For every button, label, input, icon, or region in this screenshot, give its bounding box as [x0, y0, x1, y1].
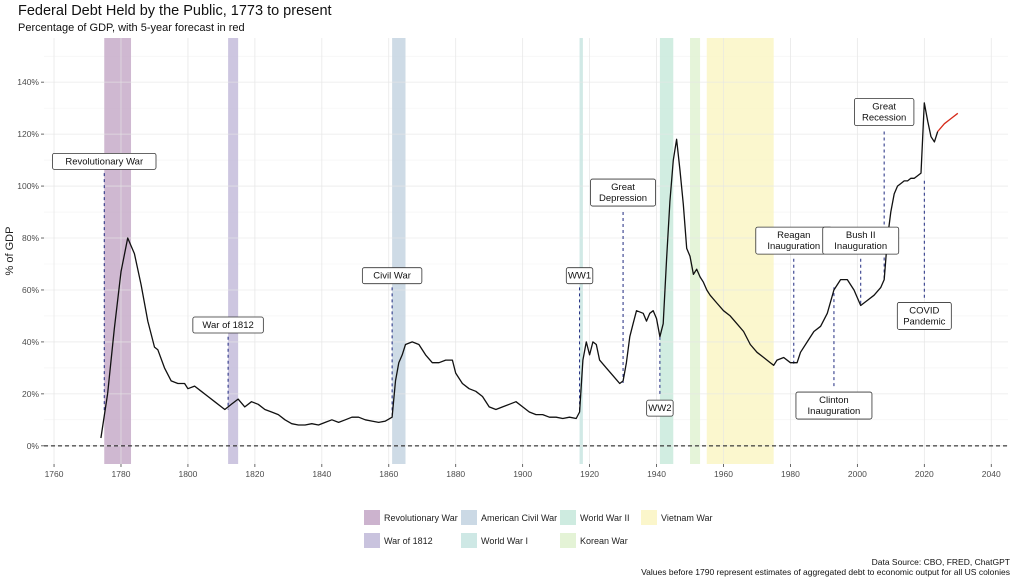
annotation-box — [795, 391, 873, 420]
x-tick-label: 1920 — [580, 469, 599, 479]
annotation-box — [896, 302, 952, 330]
annotation-label: Revolutionary War — [65, 156, 143, 167]
annotation-label: WW2 — [648, 403, 671, 414]
x-tick-label: 1900 — [513, 469, 532, 479]
x-tick-label: 1760 — [45, 469, 64, 479]
annotation-label: Depression — [599, 193, 647, 204]
legend-label: American Civil War — [481, 513, 557, 523]
y-tick-label: 40% — [22, 337, 39, 347]
annotation-label: Civil War — [373, 271, 411, 282]
annotation-label: Clinton — [819, 395, 849, 406]
band-war-of-1812 — [228, 38, 239, 464]
annotation-label: Inauguration — [808, 406, 861, 417]
legend-label: Korean War — [580, 536, 628, 546]
annotation-box — [822, 226, 900, 255]
x-tick-label: 1940 — [647, 469, 666, 479]
y-tick-label: 80% — [22, 233, 39, 243]
legend-label: World War I — [481, 536, 528, 546]
shaded-periods — [104, 38, 774, 464]
annotation-lines — [103, 131, 925, 415]
legend-swatch — [364, 533, 380, 548]
chart-title: Federal Debt Held by the Public, 1773 to… — [18, 3, 332, 19]
annotation-box — [854, 98, 915, 126]
legend-label: World War II — [580, 513, 630, 523]
chart-subtitle: Percentage of GDP, with 5-year forecast … — [18, 22, 245, 34]
annotation-box — [565, 267, 594, 285]
y-tick-label: 120% — [17, 129, 39, 139]
legend-label: Vietnam War — [661, 513, 713, 523]
x-tick-label: 1800 — [178, 469, 197, 479]
legend-swatch — [560, 510, 576, 525]
annotation-box — [52, 152, 157, 170]
annotation-label: War of 1812 — [202, 320, 253, 331]
x-tick-label: 1980 — [781, 469, 800, 479]
annotation-box — [590, 178, 656, 207]
x-tick-label: 1840 — [312, 469, 331, 479]
legend: Revolutionary War War of 1812 American Civ… — [364, 510, 713, 548]
series-line-historical — [100, 102, 939, 439]
legend-swatch — [560, 533, 576, 548]
annotation-label: Inauguration — [834, 241, 887, 252]
source-line-2: Values before 1790 represent estimates o… — [641, 567, 1010, 577]
y-tick-label: 100% — [17, 181, 39, 191]
x-tick-label: 1820 — [245, 469, 264, 479]
axes: 1760 1780 1800 1820 1840 1860 1880 1900 1920 1940… — [17, 77, 1001, 479]
annotation-box — [192, 316, 264, 334]
x-tick-label: 1880 — [446, 469, 465, 479]
band-american-civil-war — [392, 38, 406, 464]
y-tick-label: 140% — [17, 77, 39, 87]
x-tick-label: 2020 — [915, 469, 934, 479]
band-world-war-i — [579, 38, 583, 464]
band-revolutionary-war — [104, 38, 132, 464]
legend-swatch — [641, 510, 657, 525]
legend-swatch — [461, 510, 477, 525]
annotation-label: Pandemic — [903, 316, 945, 327]
annotation-label: Reagan — [777, 230, 810, 241]
y-tick-label: 20% — [22, 389, 39, 399]
legend-swatch — [461, 533, 477, 548]
annotation-label: COVID — [909, 305, 939, 316]
annotation-label: Great — [611, 182, 635, 193]
legend-swatch — [364, 510, 380, 525]
annotation-label: Inauguration — [767, 241, 820, 252]
annotation-labels: Revolutionary War War of 1812 Civil War WW1… — [52, 98, 952, 420]
annotation-label: Great — [872, 102, 896, 113]
x-tick-label: 1780 — [112, 469, 131, 479]
band-korean-war — [690, 38, 701, 464]
y-tick-label: 60% — [22, 285, 39, 295]
x-tick-label: 2000 — [848, 469, 867, 479]
source-line-1: Data Source: CBO, FRED, ChatGPT — [871, 557, 1010, 567]
annotation-box — [361, 267, 423, 285]
annotation-label: Bush II — [846, 230, 876, 241]
x-tick-label: 1860 — [379, 469, 398, 479]
legend-label: Revolutionary War — [384, 513, 458, 523]
annotation-label: Recession — [862, 113, 906, 124]
annotation-label: WW1 — [568, 271, 591, 282]
y-axis-label: % of GDP — [4, 227, 16, 276]
legend-label: War of 1812 — [384, 536, 433, 546]
y-tick-label: 0% — [27, 441, 40, 451]
series-lines — [100, 102, 959, 439]
series-line-forecast — [937, 112, 959, 132]
x-tick-label: 2040 — [982, 469, 1001, 479]
annotation-box — [646, 399, 674, 417]
x-tick-label: 1960 — [714, 469, 733, 479]
